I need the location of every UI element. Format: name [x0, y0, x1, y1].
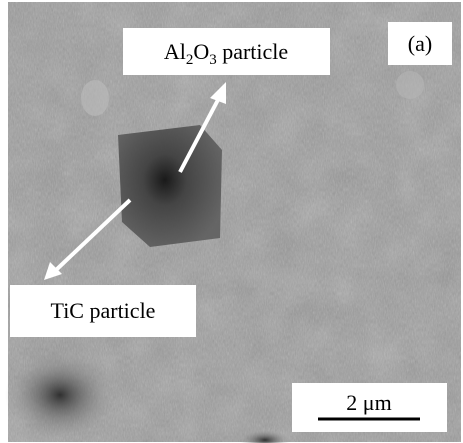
bright-spot	[396, 71, 424, 99]
dark-region	[5, 350, 115, 440]
panel-label: (a)	[408, 31, 432, 56]
annotation: Al2O3 particle	[164, 39, 288, 68]
micrograph: Al2O3 particle (a) TiC particle 2 μm	[0, 0, 463, 443]
text: O	[193, 39, 209, 64]
particle	[118, 125, 222, 247]
page: {"figure": { "panel_label": "(a)", "anno…	[0, 0, 463, 443]
annotation: TiC particle	[51, 298, 156, 323]
subscript: 3	[209, 52, 217, 68]
bright-spot	[81, 80, 109, 116]
text: particle	[217, 39, 288, 64]
scale-label: 2 μm	[346, 390, 391, 415]
text: TiC particle	[51, 298, 156, 323]
subscript: 2	[186, 52, 194, 68]
text: Al	[164, 39, 186, 64]
